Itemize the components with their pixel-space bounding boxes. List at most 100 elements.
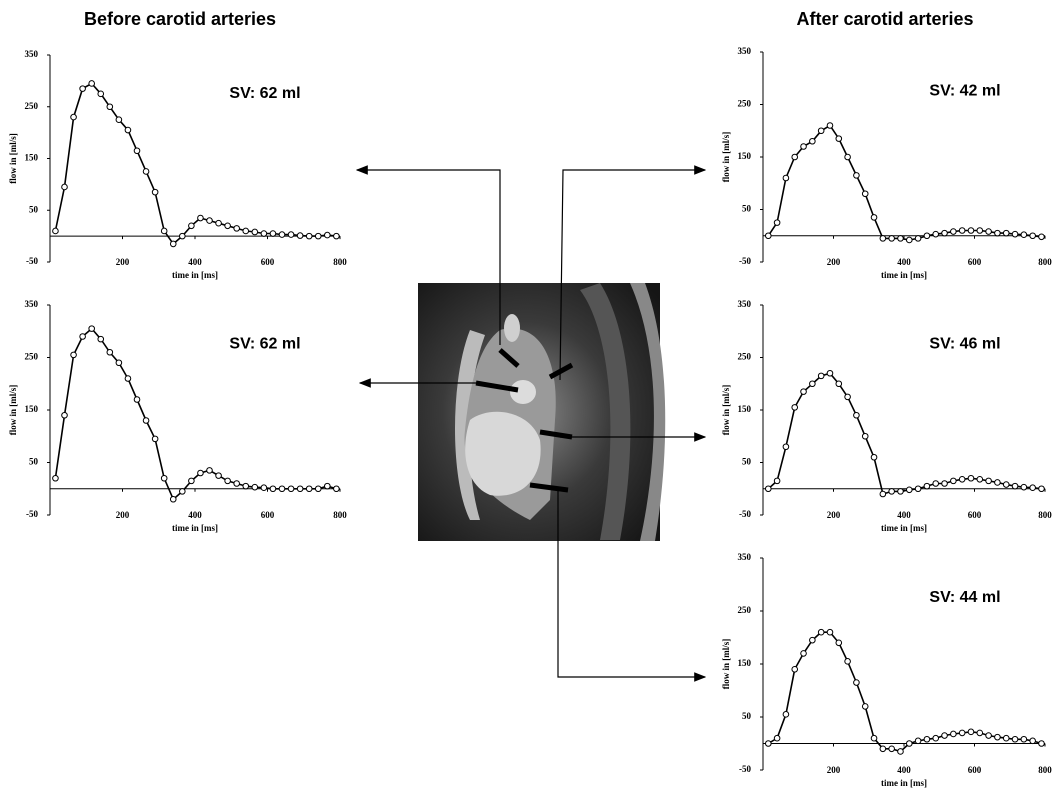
data-point (70, 113, 77, 121)
data-point (905, 236, 913, 244)
data-point (1029, 232, 1036, 240)
data-point (142, 417, 150, 424)
data-point (773, 219, 781, 226)
data-point (870, 734, 878, 742)
data-point (826, 369, 834, 377)
data-point (97, 335, 105, 343)
data-point (115, 116, 123, 123)
annotation: SV: 42 ml (929, 83, 1000, 100)
y-tick-label: 50 (29, 457, 39, 467)
data-point (305, 485, 313, 493)
x-tick-label: 400 (897, 510, 911, 520)
data-point (1038, 740, 1045, 747)
annotation: SV: 46 ml (929, 336, 1000, 353)
data-point (1002, 481, 1010, 488)
data-point (791, 404, 799, 411)
data-point (296, 232, 304, 239)
data-point (879, 745, 887, 753)
data-point (224, 222, 231, 230)
y-tick-label: 150 (738, 658, 752, 668)
y-axis-label: flow in [ml/s] (721, 385, 731, 436)
x-tick-label: 200 (116, 257, 130, 267)
data-point (853, 172, 860, 179)
data-point (817, 127, 825, 135)
y-tick-label: 150 (738, 404, 752, 414)
data-point (188, 477, 195, 485)
data-point (314, 485, 322, 493)
data-point (97, 90, 105, 98)
data-point (861, 703, 869, 710)
data-point (260, 484, 268, 492)
x-axis-label: time in [ms] (881, 523, 927, 533)
data-point (115, 359, 123, 367)
data-point (985, 732, 992, 739)
data-point (782, 443, 790, 451)
data-point (278, 485, 286, 493)
data-point (950, 730, 957, 738)
data-point (61, 411, 68, 419)
data-point (251, 228, 259, 236)
data-point (861, 432, 869, 440)
data-point (1011, 482, 1019, 490)
data-point (888, 488, 895, 495)
data-point (1011, 735, 1019, 743)
data-point (941, 229, 948, 237)
data-point (52, 474, 59, 482)
data-point (817, 372, 825, 380)
data-point (179, 232, 186, 240)
data-point (985, 477, 992, 485)
data-point (314, 232, 322, 240)
data-point (844, 658, 851, 665)
data-point (817, 628, 825, 636)
data-point (1020, 735, 1028, 743)
data-point (106, 103, 114, 111)
x-tick-label: 800 (333, 510, 347, 520)
y-tick-label: 50 (742, 457, 752, 467)
y-tick-label: 250 (25, 352, 39, 362)
x-axis-label: time in [ms] (172, 523, 218, 533)
x-tick-label: 800 (1038, 510, 1052, 520)
y-tick-label: 50 (29, 204, 39, 214)
data-point (967, 728, 975, 736)
x-tick-label: 600 (261, 510, 275, 520)
data-point (941, 732, 948, 739)
data-point (188, 222, 195, 230)
y-tick-label: 350 (25, 299, 39, 309)
annotation: SV: 44 ml (929, 589, 1000, 606)
data-point (124, 375, 132, 382)
data-point (782, 174, 790, 182)
data-point (215, 472, 222, 479)
data-point (958, 729, 966, 737)
x-tick-label: 600 (261, 257, 275, 267)
data-point (994, 733, 1001, 741)
y-tick-label: 250 (738, 352, 752, 362)
data-point (160, 474, 168, 482)
data-point (124, 126, 132, 134)
x-axis-label: time in [ms] (881, 270, 927, 280)
data-point (861, 190, 869, 198)
data-point (160, 227, 168, 235)
y-tick-label: 350 (25, 49, 39, 59)
data-point (958, 476, 966, 483)
x-tick-label: 200 (827, 510, 841, 520)
data-point (879, 490, 887, 498)
chart: -50 50 150 250 350 200 400 600 800 time in [ms] fl… (721, 552, 1052, 788)
data-point (70, 351, 77, 359)
y-tick-label: 350 (738, 299, 752, 309)
x-tick-label: 200 (827, 765, 841, 775)
data-point (976, 227, 984, 234)
data-point (269, 485, 277, 493)
chart: -50 50 150 250 350 200 400 600 800 time in [ms] fl… (721, 46, 1052, 280)
x-tick-label: 400 (897, 765, 911, 775)
y-axis-label: flow in [ml/s] (8, 133, 18, 184)
data-point (923, 735, 931, 743)
data-point (791, 666, 799, 673)
data-point (324, 482, 331, 490)
data-point (1029, 737, 1036, 745)
x-tick-label: 800 (1038, 257, 1052, 267)
annotation: SV: 62 ml (229, 336, 300, 353)
data-point (333, 485, 340, 493)
data-point (905, 486, 913, 494)
data-line (54, 327, 337, 501)
data-line (767, 372, 1042, 496)
